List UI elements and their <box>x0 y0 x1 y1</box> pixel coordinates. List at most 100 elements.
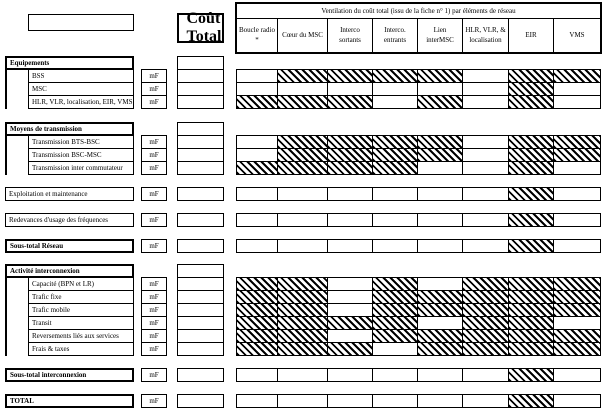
grid-cell-hatched <box>372 290 418 304</box>
grid-cell <box>417 187 463 201</box>
grid-cell-hatched <box>508 82 554 96</box>
grid-cell-hatched <box>553 303 601 317</box>
row-label-sous-total-interco: Sous-total interconnexion <box>5 368 134 382</box>
grid-cell-hatched <box>236 303 278 317</box>
grid-cell-hatched <box>236 95 278 109</box>
grid-cell-hatched <box>508 239 554 253</box>
grid-cell <box>372 187 418 201</box>
grid-cell <box>327 368 373 382</box>
grid-cell <box>372 342 418 356</box>
row-label-trans-bts-bsc: Transmission BTS-BSC <box>28 135 134 149</box>
grid-cell-hatched <box>277 135 328 149</box>
grid-cell-hatched <box>327 342 373 356</box>
grid-cell <box>462 239 509 253</box>
grid-cell <box>236 213 278 227</box>
grid-cell-hatched <box>508 148 554 162</box>
row-label-trans-inter: Transmission inter commutateur <box>28 161 134 175</box>
grid-cell-hatched <box>277 316 328 330</box>
grid-cell <box>462 95 509 109</box>
grid-cell-hatched <box>508 303 554 317</box>
grid-cell-hatched <box>417 329 463 343</box>
grid-cell <box>236 69 278 83</box>
grid-cell-hatched <box>236 342 278 356</box>
grid-cell-hatched <box>417 342 463 356</box>
row-label-redevances: Redevances d'usage des fréquences <box>5 213 134 227</box>
grid-cell <box>277 187 328 201</box>
grid-cell-hatched <box>508 316 554 330</box>
grid-cell <box>236 368 278 382</box>
column-header-1: Cœur du MSC <box>277 18 328 53</box>
section-header-activite: Activité interconnexion <box>5 264 134 278</box>
grid-cell-hatched <box>236 329 278 343</box>
unit-box-trans-inter: mF <box>141 161 167 175</box>
grid-cell-hatched <box>462 329 509 343</box>
grid-cell <box>327 239 373 253</box>
grid-cell <box>417 316 463 330</box>
grid-cell <box>417 213 463 227</box>
grid-cell <box>417 368 463 382</box>
column-header-5: HLR, VLR, & localisation <box>462 18 509 53</box>
row-label-bss: BSS <box>28 69 134 83</box>
grid-cell <box>372 394 418 408</box>
grid-cell-hatched <box>236 316 278 330</box>
cout-total-cell-sous-total-interco <box>177 368 224 382</box>
cout-total-cell-trans-inter <box>177 161 224 175</box>
grid-cell-hatched <box>277 342 328 356</box>
grid-cell-hatched <box>508 135 554 149</box>
unit-box-redevances: mF <box>141 213 167 227</box>
column-header-0: Boucle radio * <box>236 18 278 53</box>
grid-cell <box>236 135 278 149</box>
row-label-trafic-fixe: Trafic fixe <box>28 290 134 304</box>
grid-cell <box>236 394 278 408</box>
grid-cell <box>462 213 509 227</box>
grid-cell-hatched <box>327 316 373 330</box>
grid-cell <box>553 394 601 408</box>
grid-cell <box>417 82 463 96</box>
row-label-reversements: Reversements liés aux services <box>28 329 134 343</box>
grid-cell-hatched <box>508 213 554 227</box>
grid-cell-hatched <box>553 290 601 304</box>
unit-box-trafic-fixe: mF <box>141 290 167 304</box>
grid-cell-hatched <box>508 69 554 83</box>
grid-cell <box>462 368 509 382</box>
grid-cell <box>372 368 418 382</box>
grid-cell-hatched <box>372 303 418 317</box>
row-label-transit: Transit <box>28 316 134 330</box>
grid-cell <box>277 82 328 96</box>
grid-cell <box>417 239 463 253</box>
unit-box-total: mF <box>141 394 167 408</box>
grid-cell <box>553 239 601 253</box>
grid-cell <box>462 394 509 408</box>
unit-box-trans-bts-bsc: mF <box>141 135 167 149</box>
row-label-trafic-mobile: Trafic mobile <box>28 303 134 317</box>
grid-cell <box>462 69 509 83</box>
grid-cell-hatched <box>553 329 601 343</box>
grid-cell <box>327 394 373 408</box>
grid-cell-hatched <box>277 161 328 175</box>
cout-total-cell-reversements <box>177 329 224 343</box>
grid-cell-hatched <box>327 161 373 175</box>
grid-cell-hatched <box>327 95 373 109</box>
grid-cell-hatched <box>553 277 601 291</box>
grid-cell <box>236 187 278 201</box>
grid-cell-hatched <box>277 277 328 291</box>
grid-cell-hatched <box>508 368 554 382</box>
row-label-msc: MSC <box>28 82 134 96</box>
unit-box-bss: mF <box>141 69 167 83</box>
cout-total-cell-equipements <box>177 56 224 70</box>
grid-cell-hatched <box>553 69 601 83</box>
grid-cell-hatched <box>327 148 373 162</box>
grid-cell <box>236 82 278 96</box>
cout-total-header: Coût Total <box>177 10 224 45</box>
grid-cell-hatched <box>508 277 554 291</box>
cout-total-cell-moyens <box>177 122 224 136</box>
grid-cell <box>462 161 509 175</box>
grid-cell-hatched <box>417 303 463 317</box>
row-label-exploitation: Exploitation et maintenance <box>5 187 134 201</box>
cout-total-cell-trans-bsc-msc <box>177 148 224 162</box>
unit-box-transit: mF <box>141 316 167 330</box>
row-label-total: TOTAL <box>5 394 134 408</box>
cout-total-cell-hlr-vlr <box>177 95 224 109</box>
cout-total-cell-total <box>177 394 224 408</box>
